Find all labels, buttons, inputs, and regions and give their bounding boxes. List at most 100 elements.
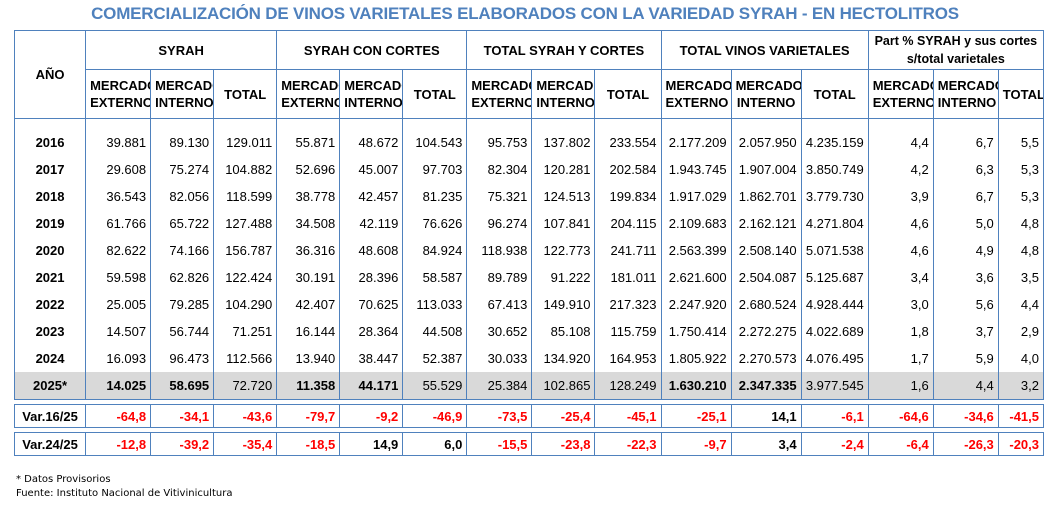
year-cell: 2023 <box>13 318 87 345</box>
variation-cell: -25,4 <box>531 404 596 428</box>
value-cell: 3.977.545 <box>800 372 869 400</box>
value-cell: 13.940 <box>276 345 341 372</box>
value-cell: 1.862.701 <box>730 183 802 210</box>
value-cell: 5,6 <box>932 291 999 318</box>
value-cell: 3,2 <box>997 372 1045 400</box>
variation-cell: 14,1 <box>730 404 802 428</box>
value-cell: 30.652 <box>466 318 533 345</box>
value-cell: 122.773 <box>531 237 596 264</box>
value-cell: 30.033 <box>466 345 533 372</box>
group-header-syrah: SYRAH <box>85 30 278 70</box>
value-cell: 2.508.140 <box>730 237 802 264</box>
value-cell: 82.056 <box>150 183 215 210</box>
value-cell: 6,3 <box>932 156 999 183</box>
market-external-header: MERCADO EXTERNO <box>276 69 341 119</box>
value-cell: 127.488 <box>213 210 278 237</box>
header-line: EXTERNO <box>471 95 532 110</box>
value-cell: 2.563.399 <box>660 237 732 264</box>
value-cell: 2.247.920 <box>660 291 732 318</box>
variation-cell: -9,7 <box>660 432 732 456</box>
value-cell: 3,9 <box>867 183 934 210</box>
value-cell: 181.011 <box>594 264 662 291</box>
value-cell: 199.834 <box>594 183 662 210</box>
value-cell: 156.787 <box>213 237 278 264</box>
value-cell: 112.566 <box>213 345 278 372</box>
value-cell: 58.587 <box>402 264 468 291</box>
market-internal-header: MERCADO INTERNO <box>932 69 999 119</box>
value-cell: 2.272.275 <box>730 318 802 345</box>
value-cell: 3.779.730 <box>800 183 869 210</box>
value-cell: 1,8 <box>867 318 934 345</box>
market-external-header: MERCADO EXTERNO <box>867 69 934 119</box>
market-internal-header: MERCADO INTERNO <box>730 69 802 119</box>
value-cell: 202.584 <box>594 156 662 183</box>
value-cell: 11.358 <box>276 372 341 400</box>
value-cell: 3,6 <box>932 264 999 291</box>
value-cell: 4,4 <box>997 291 1045 318</box>
value-cell: 3,7 <box>932 318 999 345</box>
value-cell: 52.387 <box>402 345 468 372</box>
market-external-header: MERCADO EXTERNO <box>466 69 533 119</box>
table-row: 2021 59.598 62.826 122.424 30.191 28.396 58.58… <box>13 264 1045 291</box>
year-cell: 2017 <box>13 156 87 183</box>
value-cell: 4,9 <box>932 237 999 264</box>
value-cell: 38.778 <box>276 183 341 210</box>
market-internal-header: MERCADO INTERNO <box>150 69 215 119</box>
value-cell: 72.720 <box>213 372 278 400</box>
variation-cell: -22,3 <box>594 432 662 456</box>
value-cell: 16.093 <box>85 345 152 372</box>
header-line: MERCADO <box>937 78 999 93</box>
value-cell: 217.323 <box>594 291 662 318</box>
value-cell: 36.543 <box>85 183 152 210</box>
value-cell: 115.759 <box>594 318 662 345</box>
value-cell: 2,9 <box>997 318 1045 345</box>
value-cell: 14.025 <box>85 372 152 400</box>
variation-cell: -34,1 <box>150 404 215 428</box>
table-row: 2019 61.766 65.722 127.488 34.508 42.119 76.62… <box>13 210 1045 237</box>
variation-cell: -15,5 <box>466 432 533 456</box>
value-cell: 85.108 <box>531 318 596 345</box>
value-cell: 38.447 <box>339 345 404 372</box>
variation-cell: -45,1 <box>594 404 662 428</box>
variation-cell: -39,2 <box>150 432 215 456</box>
variation-cell: -79,7 <box>276 404 341 428</box>
variation-cell: -41,5 <box>997 404 1045 428</box>
value-cell: 2.057.950 <box>730 118 802 156</box>
group-header-total-syrah-cortes: TOTAL SYRAH Y CORTES <box>466 30 662 70</box>
value-cell: 164.953 <box>594 345 662 372</box>
syrah-table: AÑO SYRAH SYRAH CON CORTES TOTAL SYRAH Y… <box>13 30 1045 456</box>
value-cell: 45.007 <box>339 156 404 183</box>
variation-cell: -64,8 <box>85 404 152 428</box>
header-line: MERCADO <box>735 78 802 93</box>
value-cell: 97.703 <box>402 156 468 183</box>
value-cell: 4,8 <box>997 237 1045 264</box>
value-cell: 2.177.209 <box>660 118 732 156</box>
value-cell: 1.750.414 <box>660 318 732 345</box>
value-cell: 96.473 <box>150 345 215 372</box>
value-cell: 84.924 <box>402 237 468 264</box>
header-line: MERCADO <box>872 78 934 93</box>
value-cell: 89.130 <box>150 118 215 156</box>
value-cell: 2.162.121 <box>730 210 802 237</box>
value-cell: 204.115 <box>594 210 662 237</box>
value-cell: 44.171 <box>339 372 404 400</box>
value-cell: 2.347.335 <box>730 372 802 400</box>
value-cell: 76.626 <box>402 210 468 237</box>
value-cell: 25.005 <box>85 291 152 318</box>
value-cell: 55.871 <box>276 118 341 156</box>
table-row: 2025* 14.025 58.695 72.720 11.358 44.171 55.52… <box>13 372 1045 400</box>
year-cell: 2020 <box>13 237 87 264</box>
variation-cell: -64,6 <box>867 404 934 428</box>
value-cell: 149.910 <box>531 291 596 318</box>
value-cell: 34.508 <box>276 210 341 237</box>
value-cell: 104.290 <box>213 291 278 318</box>
value-cell: 4,6 <box>867 210 934 237</box>
value-cell: 241.711 <box>594 237 662 264</box>
header-line: MERCADO <box>281 78 339 93</box>
variation-cell: 14,9 <box>339 432 404 456</box>
variation-cell: -2,4 <box>800 432 869 456</box>
value-cell: 4,0 <box>997 345 1045 372</box>
table-row: 2016 39.881 89.130 129.011 55.871 48.672 104.5… <box>13 118 1045 156</box>
variation-row: Var.16/25 -64,8 -34,1 -43,6 -79,7 -9,2 -46,9 -7… <box>13 404 1045 428</box>
year-header: AÑO <box>13 30 87 119</box>
